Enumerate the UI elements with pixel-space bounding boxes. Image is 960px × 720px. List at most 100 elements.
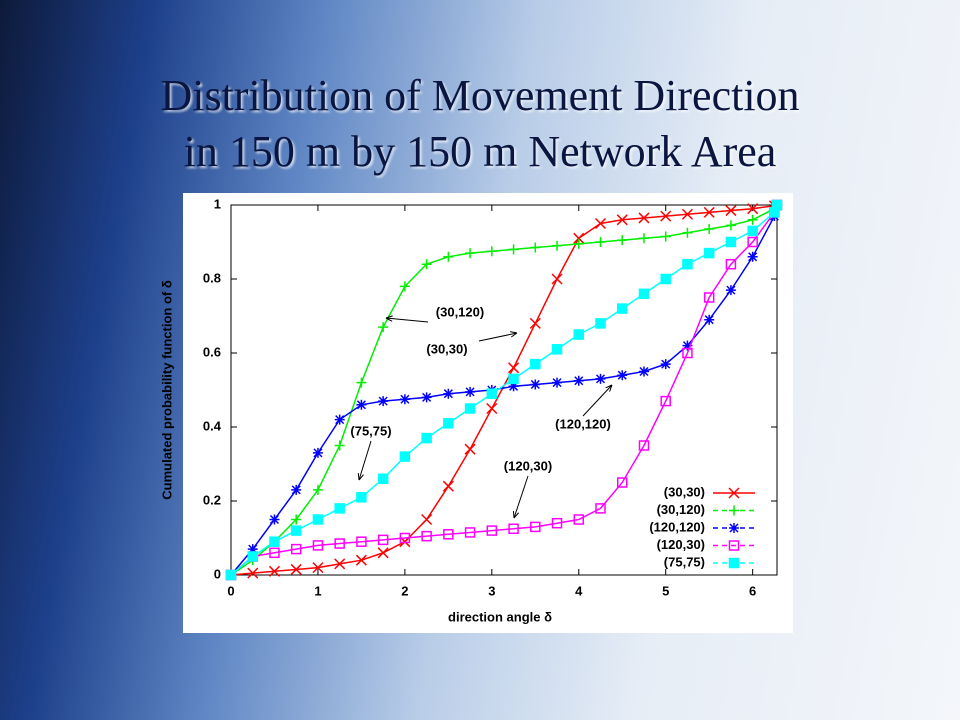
marker (725, 205, 737, 217)
annotation-arrow (582, 384, 613, 417)
marker (728, 557, 740, 569)
marker (573, 232, 585, 244)
annotation-arrow (358, 440, 372, 481)
marker (617, 235, 628, 246)
marker (442, 480, 454, 492)
marker (356, 399, 367, 410)
marker (421, 432, 432, 444)
legend-label: (75,75) (664, 554, 705, 569)
marker (638, 212, 650, 224)
marker (399, 281, 410, 292)
marker (356, 536, 367, 547)
marker (290, 563, 302, 575)
legend-label: (30,30) (664, 484, 705, 499)
x-tick-label: 6 (749, 583, 756, 598)
marker (312, 484, 323, 495)
marker (660, 231, 671, 242)
x-tick-label: 5 (662, 583, 669, 598)
marker (443, 388, 454, 399)
marker (247, 544, 258, 555)
y-tick-label: 0.2 (203, 492, 221, 507)
marker (378, 322, 389, 333)
marker (486, 388, 498, 399)
marker (660, 359, 671, 370)
marker (616, 303, 628, 314)
marker (747, 236, 758, 248)
marker (530, 379, 541, 390)
marker (291, 514, 302, 525)
marker (530, 521, 541, 533)
marker (682, 347, 693, 359)
series-line (230, 204, 778, 576)
marker (378, 396, 389, 407)
marker (682, 258, 693, 270)
marker (421, 392, 432, 403)
marker (312, 540, 324, 551)
marker (269, 536, 280, 547)
marker (356, 377, 367, 388)
marker (573, 238, 584, 249)
annotation: (120,30) (504, 458, 552, 473)
x-tick-label: 4 (575, 583, 583, 598)
marker (399, 451, 411, 462)
marker (290, 525, 302, 536)
marker (725, 258, 737, 270)
marker (552, 240, 563, 251)
marker (616, 214, 628, 226)
marker (638, 366, 649, 377)
marker (247, 567, 259, 579)
slide-title: Distribution of Movement Direction in 15… (0, 68, 960, 180)
marker (486, 402, 498, 415)
arrow-head (605, 384, 613, 392)
marker (334, 538, 345, 549)
marker (508, 373, 519, 385)
marker (771, 199, 783, 211)
annotation: (30,30) (426, 341, 467, 356)
marker (573, 514, 585, 525)
arrow-head (357, 472, 364, 481)
marker (290, 543, 302, 555)
marker (465, 248, 476, 259)
marker (530, 358, 541, 370)
marker (334, 440, 345, 451)
legend-label: (30,120) (657, 502, 705, 517)
series (226, 200, 782, 580)
marker (728, 487, 740, 499)
marker (660, 273, 671, 285)
marker (247, 551, 258, 562)
series (225, 199, 783, 581)
marker (729, 523, 739, 533)
marker (312, 514, 324, 525)
marker (225, 569, 237, 581)
marker (595, 373, 606, 384)
marker (421, 513, 433, 526)
marker (443, 251, 454, 262)
marker (486, 246, 497, 257)
marker (704, 314, 715, 325)
y-tick-label: 1 (214, 196, 221, 211)
marker (682, 340, 693, 351)
marker (595, 503, 606, 514)
marker (443, 529, 454, 540)
legend: (30,30) (30,120) (120,120) (120,30) (75,75) (649, 484, 755, 569)
marker (729, 505, 739, 516)
marker (464, 527, 476, 538)
arrow-head (512, 510, 520, 519)
marker (552, 377, 563, 388)
marker (573, 375, 584, 386)
marker (704, 224, 715, 235)
marker (638, 440, 650, 451)
x-tick-label: 1 (314, 583, 321, 598)
title-line: in 150 m by 150 m Network Area (183, 127, 777, 176)
y-tick-label: 0.8 (203, 270, 221, 285)
annotation: (120,120) (555, 416, 611, 431)
y-axis-label: Cumulated probability function of δ (159, 280, 174, 500)
marker (377, 473, 389, 485)
marker (725, 285, 736, 296)
marker (312, 562, 324, 574)
marker (747, 203, 759, 215)
y-tick-label: 0.6 (203, 344, 221, 359)
marker (595, 237, 606, 247)
marker (269, 514, 280, 525)
marker (617, 370, 628, 381)
